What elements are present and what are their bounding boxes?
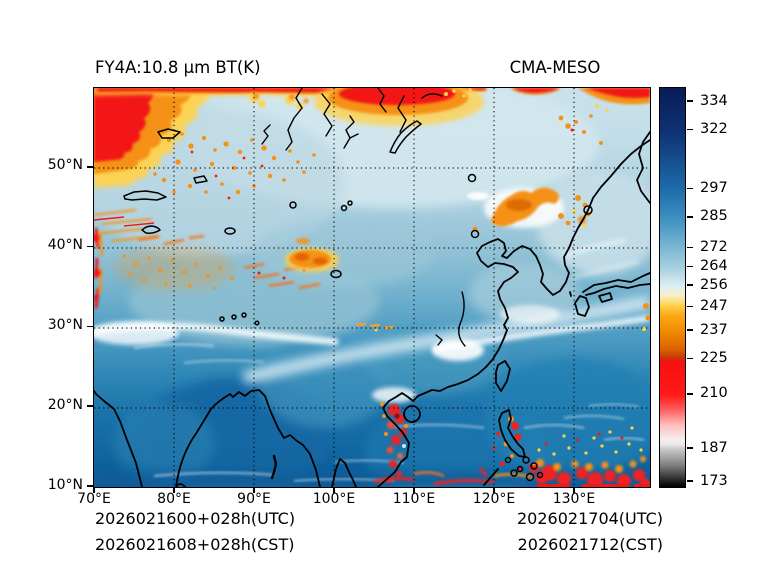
- x-axis-tick-label: 130°E: [552, 491, 596, 507]
- colorbar-tick-label: 247: [700, 298, 728, 315]
- colorbar-tick-label: 322: [700, 120, 728, 137]
- cold-cloud-systems: [94, 88, 650, 487]
- valid-time-block: 2026021704(UTC) 2026021712(CST): [517, 506, 663, 558]
- x-axis-tick-label: 70°E: [77, 491, 111, 507]
- colorbar-tick-label: 256: [700, 276, 728, 293]
- y-axis-tick-mark: [87, 405, 93, 408]
- plot-title-right: CMA-MESO: [509, 58, 601, 77]
- colorbar-tick-label: 334: [700, 92, 728, 109]
- x-axis-tick-mark: [413, 487, 415, 493]
- plot-title-left: FY4A:10.8 μm BT(K): [95, 58, 261, 77]
- y-axis-tick-label: 50°N: [47, 157, 83, 174]
- y-axis-tick-mark: [87, 485, 93, 487]
- colorbar-tick-mark: [687, 215, 693, 218]
- y-axis-tick-mark: [87, 245, 93, 248]
- init-time-utc: 2026021600+028h(UTC): [95, 509, 296, 528]
- colorbar-tick-label: 264: [700, 257, 728, 274]
- colorbar-tick-label: 285: [700, 208, 728, 225]
- x-axis-tick-label: 100°E: [312, 491, 356, 507]
- colorbar-tick-label: 272: [700, 239, 728, 256]
- colorbar-tick-label: 237: [700, 321, 728, 338]
- x-axis-tick-mark: [93, 487, 95, 493]
- x-axis-tick-label: 90°E: [237, 491, 271, 507]
- y-axis-tick-mark: [87, 165, 93, 168]
- x-axis-tick-mark: [253, 487, 255, 493]
- colorbar-tick-label: 187: [700, 439, 728, 456]
- init-time-block: 2026021600+028h(UTC) 2026021608+028h(CST…: [95, 506, 295, 558]
- coastlines: [94, 131, 650, 487]
- init-time-cst: 2026021608+028h(CST): [95, 535, 295, 554]
- colorbar-tick-label: 225: [700, 350, 728, 366]
- y-axis-tick-label: 40°N: [47, 237, 83, 254]
- x-axis-tick-mark: [493, 487, 495, 493]
- colorbar-tick-mark: [687, 480, 693, 483]
- x-axis-tick-label: 120°E: [472, 491, 516, 507]
- colorbar-tick-mark: [687, 447, 693, 450]
- x-axis-tick-label: 110°E: [392, 491, 436, 507]
- colorbar-tick-mark: [687, 393, 693, 395]
- satellite-bt-map: [94, 88, 650, 487]
- lakes: [123, 120, 593, 326]
- colorbar-tick-mark: [687, 329, 693, 332]
- colorbar-tick-mark: [687, 265, 693, 268]
- colorbar-tick-label: 297: [700, 180, 728, 197]
- y-axis-tick-mark: [87, 325, 93, 328]
- x-axis-tick-mark: [573, 487, 575, 493]
- x-axis-tick-mark: [333, 487, 335, 493]
- colorbar-tick-mark: [687, 100, 693, 103]
- y-axis-tick-label: 30°N: [47, 316, 83, 333]
- colorbar-tick-label: 173: [700, 472, 728, 489]
- colorbar-tick-mark: [687, 305, 693, 308]
- y-axis-tick-label: 20°N: [47, 396, 83, 413]
- x-axis-tick-label: 80°E: [157, 491, 191, 507]
- rivers: [261, 88, 466, 347]
- x-axis-tick-mark: [173, 487, 175, 493]
- colorbar-tick-mark: [687, 357, 693, 360]
- colorbar-tick-mark: [687, 187, 693, 190]
- colorbar: [659, 87, 686, 488]
- colorbar-tick-label: 210: [700, 385, 728, 402]
- valid-time-cst: 2026021712(CST): [517, 535, 663, 554]
- colorbar-tick-mark: [687, 128, 693, 131]
- colorbar-tick-mark: [687, 284, 693, 287]
- valid-time-utc: 2026021704(UTC): [517, 509, 663, 528]
- map-plot-area: [93, 87, 651, 488]
- y-axis-tick-label: 10°N: [47, 476, 83, 493]
- colorbar-tick-mark: [687, 246, 693, 249]
